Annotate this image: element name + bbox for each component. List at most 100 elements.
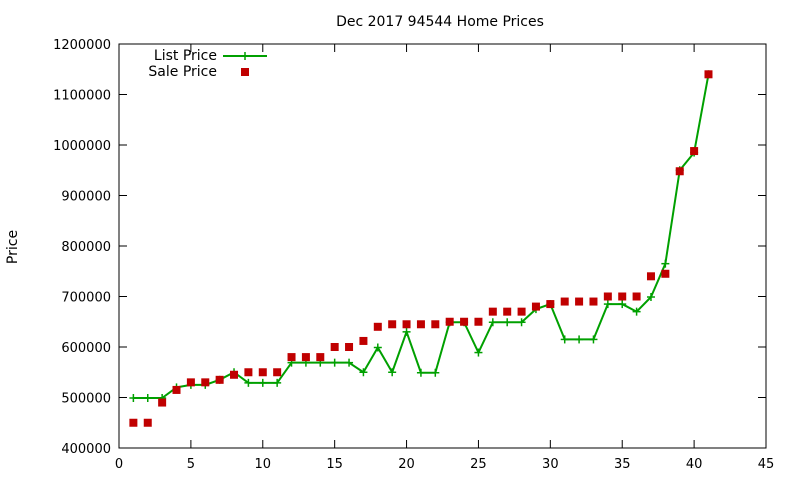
x-tick-label: 20 [398,457,415,472]
data-point [158,398,167,407]
data-point [402,327,411,336]
series-line [133,74,710,399]
data-point [661,259,670,268]
y-tick-label: 700000 [61,291,111,306]
data-point [560,297,569,306]
data-point [201,378,210,387]
y-tick-label: 500000 [61,392,111,407]
data-point [143,418,152,427]
data-point [517,318,526,327]
series-list-price [129,70,713,403]
data-point [546,300,555,309]
data-point [244,378,253,387]
y-tick-label: 1200000 [53,38,111,53]
data-point [388,320,397,329]
data-point [402,320,411,329]
data-point [330,358,339,367]
data-point [503,318,512,327]
chart-title: Dec 2017 94544 Home Prices [336,14,544,30]
data-point [431,320,440,329]
data-point [172,385,181,394]
data-point [603,292,612,301]
data-point [488,307,497,316]
data-point [345,343,354,351]
data-point [704,70,713,79]
x-tick-label: 10 [255,457,272,472]
data-point [373,343,382,352]
data-point [632,307,641,316]
y-tick-label: 1100000 [53,89,111,104]
y-tick-label: 1000000 [53,139,111,154]
data-point [503,307,512,316]
data-point [129,394,138,403]
x-tick-label: 25 [470,457,487,472]
data-point [287,353,296,362]
data-point [258,368,267,377]
y-axis-ticks: 400000 500000 600000 700000 800000 900000 1000… [53,38,766,457]
data-point [575,335,584,344]
y-tick-label: 900000 [61,190,111,205]
series-layer [129,70,713,427]
x-tick-label: 5 [187,457,195,472]
data-point [330,343,339,351]
data-point [618,300,627,309]
legend-swatch-list-price [223,52,267,60]
data-point [445,317,454,326]
data-point [474,317,483,326]
data-point [431,368,440,377]
data-point [589,335,598,344]
data-point [618,292,627,301]
data-point [258,378,267,387]
legend-square [241,68,249,76]
legend: List Price Sale Price [148,48,267,80]
y-tick-label: 400000 [61,442,111,457]
data-point [531,302,540,311]
data-point [230,370,239,379]
data-point [646,272,655,281]
data-point [661,269,670,278]
data-point [143,394,152,403]
y-tick-label: 600000 [61,341,111,356]
data-point [416,320,425,329]
data-point [416,368,425,377]
x-tick-label: 0 [115,457,123,472]
data-point [241,52,249,60]
data-point [474,348,483,357]
x-tick-label: 40 [686,457,703,472]
data-point [359,336,368,345]
data-point [560,335,569,344]
x-tick-label: 45 [758,457,775,472]
data-point [244,368,253,377]
data-point [345,358,354,367]
x-axis-ticks: 0 5 10 15 20 25 30 35 40 45 [115,44,774,472]
data-point [646,293,655,302]
data-point [373,322,382,331]
data-point [359,368,368,377]
x-tick-label: 15 [326,457,343,472]
data-point [632,292,641,301]
data-point [675,167,684,176]
data-point [273,378,282,387]
data-point [603,300,612,309]
data-point [589,297,598,306]
data-point [460,317,469,326]
data-point [575,297,584,306]
y-axis-label: Price [5,230,21,264]
legend-swatch-sale-price [241,68,249,76]
data-point [186,378,195,387]
data-point [388,368,397,377]
data-point [301,353,310,362]
data-point [129,418,138,427]
legend-label-list-price: List Price [154,48,217,64]
data-point [316,353,325,362]
series-sale-price [129,70,713,427]
legend-label-sale-price: Sale Price [148,64,217,80]
data-point [517,307,526,316]
data-point [273,368,282,377]
y-tick-label: 800000 [61,240,111,255]
data-point [215,375,224,384]
data-point [690,147,699,156]
data-point [488,318,497,327]
